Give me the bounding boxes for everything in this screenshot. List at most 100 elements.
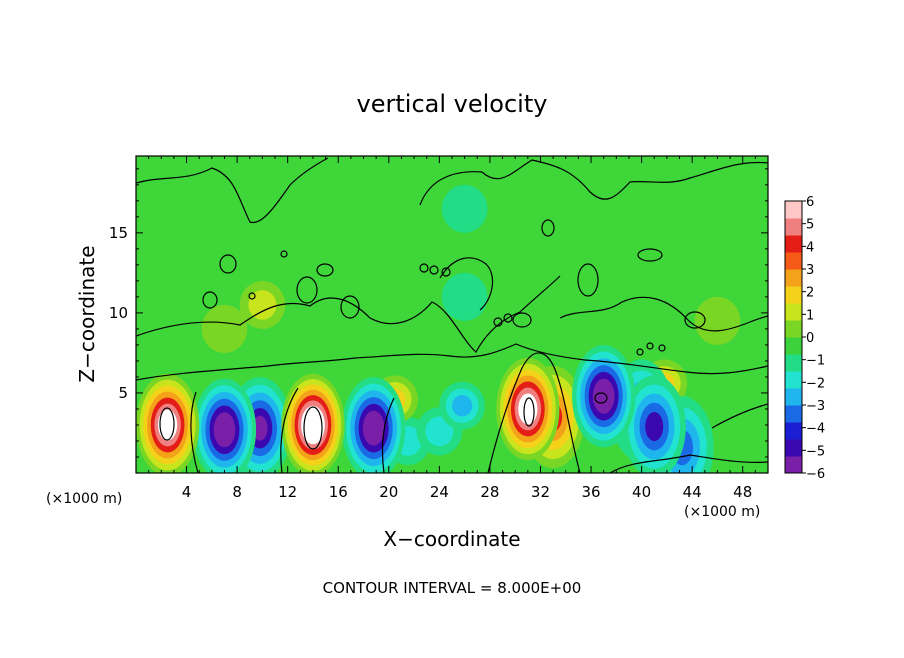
contour-line <box>190 391 199 473</box>
y-axis-label: Z−coordinate <box>75 245 99 382</box>
colorbar-tick-label: 6 <box>806 195 814 210</box>
colorbar-tick-label: −5 <box>806 444 825 459</box>
updraft-cell <box>694 296 741 345</box>
field-level <box>252 415 268 441</box>
colorbar-tick-label: −6 <box>806 467 825 482</box>
downdraft-cell <box>441 184 488 233</box>
colorbar-tick-label: 2 <box>806 286 814 301</box>
contour-line <box>419 159 768 206</box>
x-tick-label: 16 <box>329 483 348 501</box>
field-level <box>694 296 741 345</box>
x-unit-left: (×1000 m) <box>46 491 122 507</box>
contour-interval-label: CONTOUR INTERVAL = 8.000E+00 <box>323 579 582 597</box>
contour-ring <box>303 406 323 450</box>
field-level <box>441 184 488 233</box>
y-tick-label: 5 <box>118 384 128 402</box>
contour-ring <box>503 313 513 323</box>
y-tick-label: 10 <box>109 304 128 322</box>
colorbar-swatch <box>785 269 802 287</box>
colorbar: 6 5 4 3 2 1 0 −1 −2 −3 −4 −5 −6 <box>784 195 825 482</box>
colorbar-swatch <box>785 456 802 474</box>
contour-lines <box>136 157 768 473</box>
colorbar-swatch <box>785 286 802 304</box>
x-tick-label: 48 <box>733 483 752 501</box>
x-tick-label: 24 <box>430 483 449 501</box>
field-level <box>201 304 248 353</box>
x-tick-label: 44 <box>683 483 702 501</box>
colorbar-swatch <box>785 354 802 372</box>
contour-line <box>439 257 494 311</box>
field-level <box>441 272 488 321</box>
contour-ring <box>202 291 218 309</box>
colorbar-swatch <box>785 371 802 389</box>
colorbar-swatch <box>785 405 802 423</box>
field-level <box>452 395 473 417</box>
field-level <box>425 416 454 447</box>
contour-ring <box>441 267 451 277</box>
contour-ring <box>684 311 706 329</box>
x-unit-right: (×1000 m) <box>684 504 760 520</box>
colorbar-swatch <box>785 388 802 406</box>
colorbar-swatch <box>785 303 802 321</box>
downdraft-cell <box>572 344 636 448</box>
contour-ring <box>296 276 318 304</box>
x-tick-label: 4 <box>182 483 192 501</box>
contour-line <box>381 397 395 473</box>
x-axis-label: X−coordinate <box>383 527 520 551</box>
colorbar-swatch <box>785 201 802 219</box>
contour-line <box>711 403 768 429</box>
chart-title: vertical velocity <box>357 90 548 118</box>
x-tick-label: 32 <box>531 483 550 501</box>
contour-line <box>136 343 768 381</box>
colorbar-tick-label: 5 <box>806 218 814 233</box>
contour-ring <box>248 292 256 300</box>
downdraft-cell <box>439 381 485 430</box>
colorbar-swatch <box>785 337 802 355</box>
contour-ring <box>594 392 608 404</box>
x-tick-label: 28 <box>480 483 499 501</box>
downdraft-cell <box>441 272 488 321</box>
contour-ring <box>316 263 334 277</box>
contour-ring <box>637 248 663 262</box>
downdraft-cell <box>192 378 257 473</box>
colorbar-tick-label: −2 <box>806 376 825 391</box>
field-level <box>366 417 381 439</box>
colorbar-tick-label: −3 <box>806 399 825 414</box>
contour-ring <box>280 250 288 258</box>
colorbar-tick-label: −1 <box>806 354 825 369</box>
colorbar-swatch <box>785 235 802 253</box>
contour-line <box>280 387 299 473</box>
contour-ring <box>541 219 555 237</box>
x-tick-label: 12 <box>278 483 297 501</box>
colorbar-swatch <box>785 252 802 270</box>
contour-ring <box>658 344 666 352</box>
colorbar-swatch <box>785 439 802 457</box>
colorbar-tick-label: 4 <box>806 240 814 255</box>
contour-line <box>136 275 561 353</box>
contour-ring <box>577 263 599 297</box>
field-level <box>596 385 611 407</box>
contour-ring <box>523 397 535 427</box>
colorbar-tick-label: 1 <box>806 308 814 323</box>
colorbar-swatch <box>785 320 802 338</box>
updraft-cell <box>281 373 345 473</box>
velocity-field <box>136 184 741 473</box>
field-level <box>161 415 174 435</box>
contour-ring <box>219 254 237 274</box>
field-level <box>248 290 277 320</box>
contour-ring <box>493 317 503 327</box>
x-tick-label: 36 <box>581 483 600 501</box>
downdraft-cell <box>622 375 686 473</box>
contour-line <box>559 296 768 332</box>
contour-ring <box>646 342 654 350</box>
contour-ring <box>512 312 532 328</box>
contour-line <box>487 352 581 473</box>
colorbar-tick-label: 3 <box>806 263 814 278</box>
y-tick-label: 15 <box>109 224 128 242</box>
field-level <box>217 418 232 441</box>
x-tick-label: 20 <box>379 483 398 501</box>
field-level <box>645 411 664 442</box>
contour-ring <box>636 348 644 356</box>
